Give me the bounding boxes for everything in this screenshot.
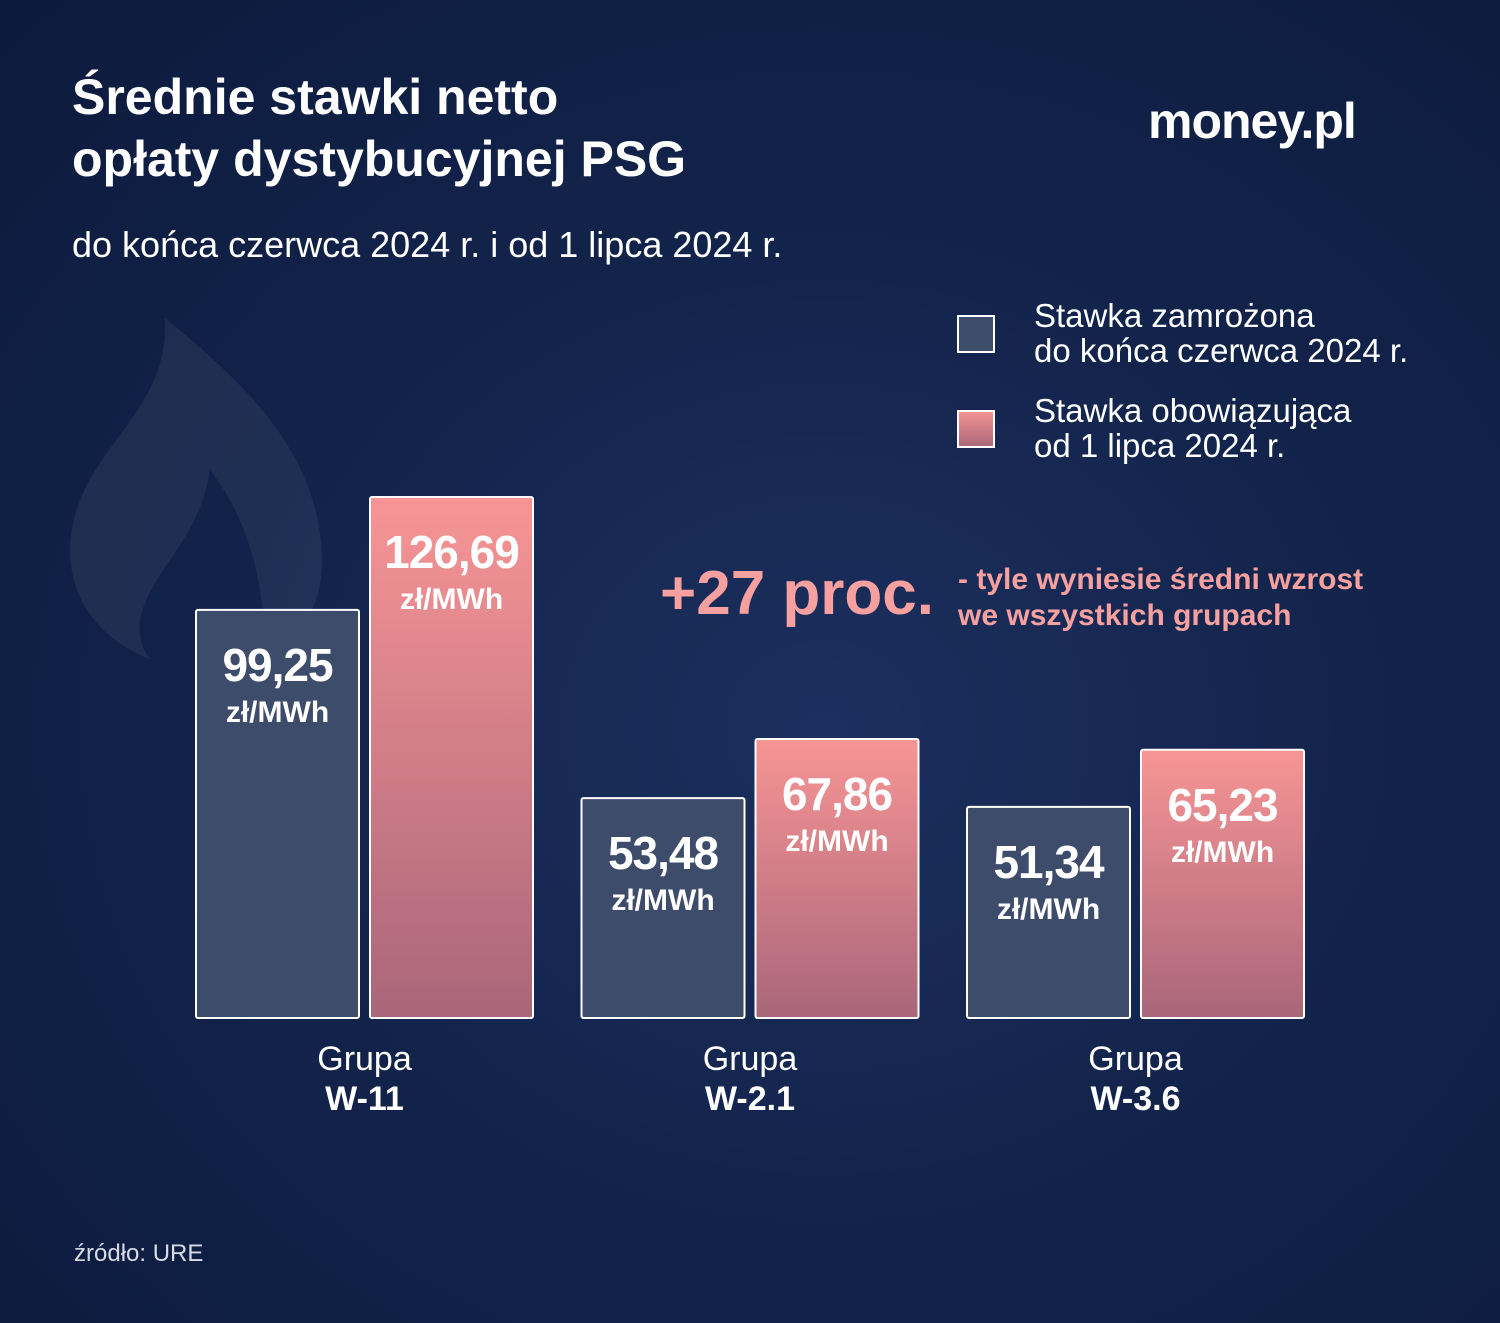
flame-icon — [70, 318, 322, 660]
x-tick-label: Grupa — [1088, 1040, 1183, 1078]
bar — [195, 608, 360, 1019]
bar — [966, 805, 1131, 1019]
bar — [754, 737, 920, 1019]
chart-title: Średnie stawki netto opłaty dystybucyjne… — [72, 69, 687, 187]
x-tick-label: W-2.1 — [705, 1080, 795, 1118]
value-label: 99,25 — [222, 638, 333, 691]
value-label: 67,86 — [781, 767, 893, 820]
bar — [580, 797, 746, 1019]
x-tick-label: W-11 — [325, 1080, 404, 1118]
value-unit: zł/MWh — [611, 884, 715, 918]
legend-swatch — [957, 315, 995, 353]
annotation: +27 proc. — [660, 559, 934, 628]
source: źródło: URE — [74, 1240, 204, 1267]
legend-swatch — [957, 410, 995, 448]
value-label: 51,34 — [993, 835, 1104, 888]
chart-subtitle: do końca czerwca 2024 r. i od 1 lipca 20… — [72, 224, 783, 265]
value-unit: zł/MWh — [785, 824, 889, 858]
value-unit: zł/MWh — [996, 892, 1101, 926]
x-tick-label: Grupa — [317, 1040, 412, 1078]
annotation-note: - tyle wyniesie średni wzrost we wszystk… — [958, 563, 1364, 632]
bar — [369, 496, 534, 1019]
value-unit: zł/MWh — [399, 583, 504, 617]
legend-label: Stawka obowiązująca od 1 lipca 2024 r. — [1034, 392, 1352, 464]
value-label: 126,69 — [384, 526, 520, 579]
value-label: 53,48 — [607, 827, 719, 880]
value-unit: zł/MWh — [1170, 835, 1275, 869]
value-label: 65,23 — [1167, 778, 1278, 831]
brand-logo: money.pl — [1148, 93, 1357, 149]
x-tick-label: Grupa — [702, 1040, 798, 1078]
bar — [1140, 748, 1305, 1019]
x-tick-label: W-3.6 — [1090, 1080, 1181, 1118]
value-unit: zł/MWh — [225, 695, 330, 729]
legend-label: Stawka zamrożona do końca czerwca 2024 r… — [1034, 297, 1409, 369]
